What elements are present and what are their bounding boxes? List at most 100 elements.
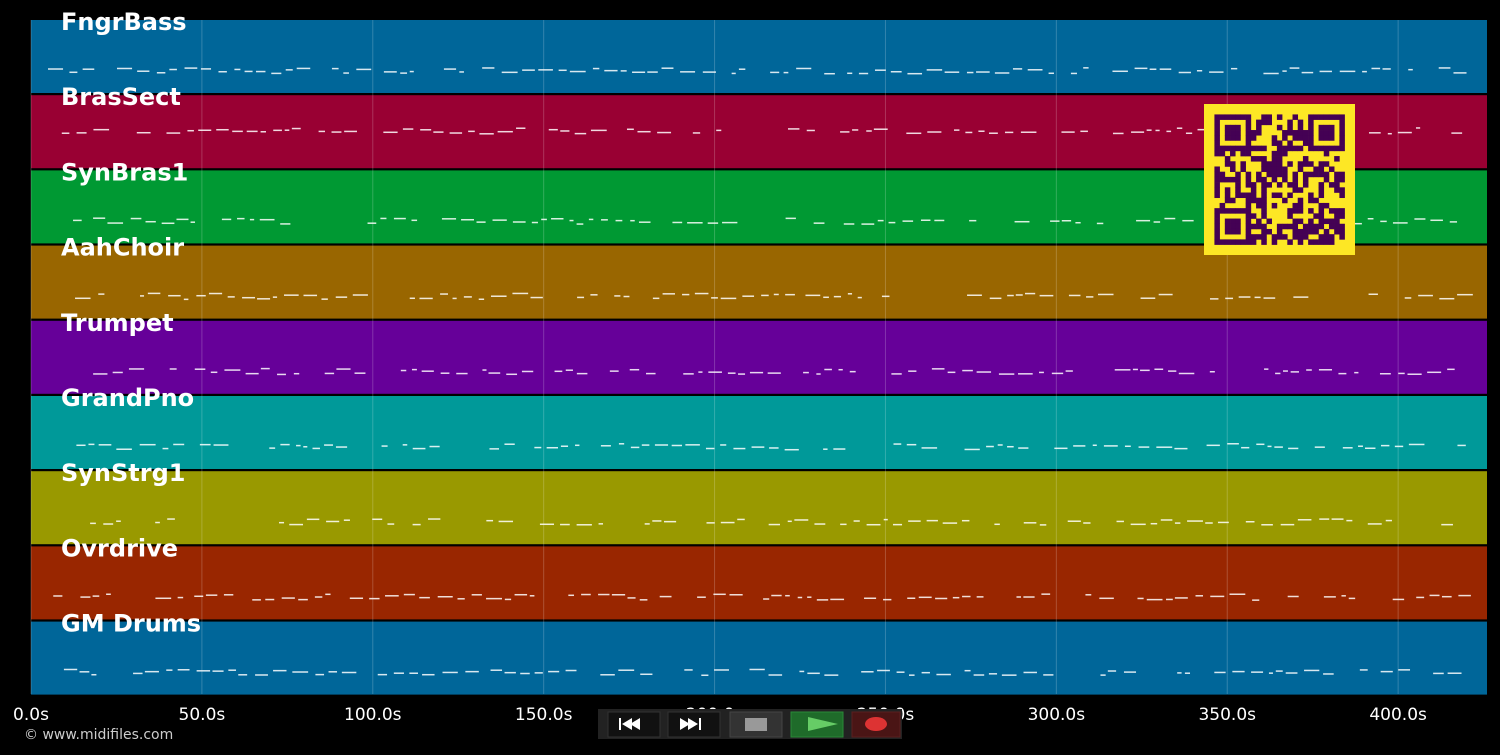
note xyxy=(128,368,145,370)
track: SynStrg1 xyxy=(31,459,1487,545)
note xyxy=(988,673,998,675)
qr-cell xyxy=(1318,145,1325,152)
note xyxy=(1080,130,1088,133)
note xyxy=(1206,444,1220,447)
note xyxy=(637,130,651,133)
track-lane xyxy=(31,546,1487,620)
rewind-button[interactable] xyxy=(607,711,661,738)
play-button[interactable] xyxy=(790,711,844,738)
qr-cell xyxy=(1219,202,1226,209)
qr-cell xyxy=(1245,135,1252,141)
note xyxy=(238,674,248,676)
note xyxy=(441,218,457,220)
qr-cell xyxy=(1318,208,1325,214)
note xyxy=(260,367,270,370)
note xyxy=(521,370,534,373)
note xyxy=(1306,369,1312,371)
qr-cell xyxy=(1240,114,1246,120)
note xyxy=(1015,294,1023,296)
note xyxy=(936,673,951,676)
note xyxy=(986,445,994,448)
note xyxy=(921,447,938,449)
note xyxy=(393,672,404,674)
qr-cell xyxy=(1318,171,1325,178)
note xyxy=(1124,445,1131,448)
qr-cell xyxy=(1224,114,1231,120)
note xyxy=(1185,132,1193,135)
stop-button[interactable] xyxy=(729,711,783,738)
note xyxy=(1067,520,1081,522)
qr-cell xyxy=(1245,119,1252,126)
record-button[interactable] xyxy=(851,711,901,738)
note xyxy=(492,219,507,221)
qr-cell xyxy=(1282,234,1288,240)
note xyxy=(1339,70,1356,73)
note xyxy=(155,597,172,600)
note xyxy=(136,131,151,134)
note xyxy=(419,596,430,599)
note xyxy=(130,217,142,220)
qr-cell xyxy=(1230,145,1236,152)
note xyxy=(601,219,608,221)
qr-cell xyxy=(1245,140,1252,146)
note xyxy=(292,671,309,673)
note xyxy=(280,223,291,225)
qr-cell xyxy=(1339,135,1345,141)
qr-cell xyxy=(1328,234,1335,240)
note xyxy=(769,447,779,449)
note xyxy=(720,297,737,300)
qr-cell xyxy=(1261,223,1267,230)
qr-cell xyxy=(1235,223,1241,230)
qr-cell xyxy=(1287,130,1293,136)
note xyxy=(705,447,715,450)
note xyxy=(883,598,892,601)
qr-cell xyxy=(1302,156,1309,162)
note xyxy=(1290,371,1299,373)
note xyxy=(682,293,690,296)
note xyxy=(289,523,304,526)
note xyxy=(459,71,464,73)
qr-cell xyxy=(1297,130,1304,136)
note xyxy=(784,448,799,451)
track: FngrBass xyxy=(31,8,1487,93)
note xyxy=(1287,595,1299,598)
note xyxy=(255,70,266,73)
note xyxy=(962,369,973,372)
note xyxy=(1023,671,1037,674)
note xyxy=(98,444,112,446)
fast-forward-button[interactable] xyxy=(667,711,721,738)
note xyxy=(1348,597,1356,600)
note xyxy=(978,130,985,132)
note xyxy=(1083,67,1089,69)
note xyxy=(1209,71,1224,73)
note xyxy=(749,668,765,671)
qr-cell xyxy=(1302,234,1309,240)
note xyxy=(1043,674,1054,676)
qr-cell xyxy=(1308,114,1314,120)
qr-cell xyxy=(1235,130,1241,136)
note xyxy=(400,369,407,372)
note xyxy=(137,70,150,72)
note xyxy=(1187,520,1203,522)
qr-cell xyxy=(1297,218,1304,225)
note xyxy=(1385,519,1392,522)
qr-cell xyxy=(1313,197,1319,204)
note xyxy=(218,70,227,73)
note xyxy=(63,668,78,671)
note xyxy=(1038,371,1044,374)
qr-cell xyxy=(1308,218,1314,225)
note xyxy=(1367,523,1382,525)
note xyxy=(706,522,715,524)
qr-cell xyxy=(1302,228,1309,235)
note xyxy=(490,295,507,297)
note xyxy=(1092,444,1097,447)
note xyxy=(1362,70,1367,73)
qr-cell xyxy=(1334,208,1340,214)
note xyxy=(1174,597,1188,599)
note xyxy=(604,69,618,72)
note xyxy=(1155,129,1160,132)
qr-cell xyxy=(1240,239,1246,245)
qr-cell xyxy=(1276,182,1283,188)
qr-cell xyxy=(1313,171,1319,178)
note xyxy=(973,674,985,676)
